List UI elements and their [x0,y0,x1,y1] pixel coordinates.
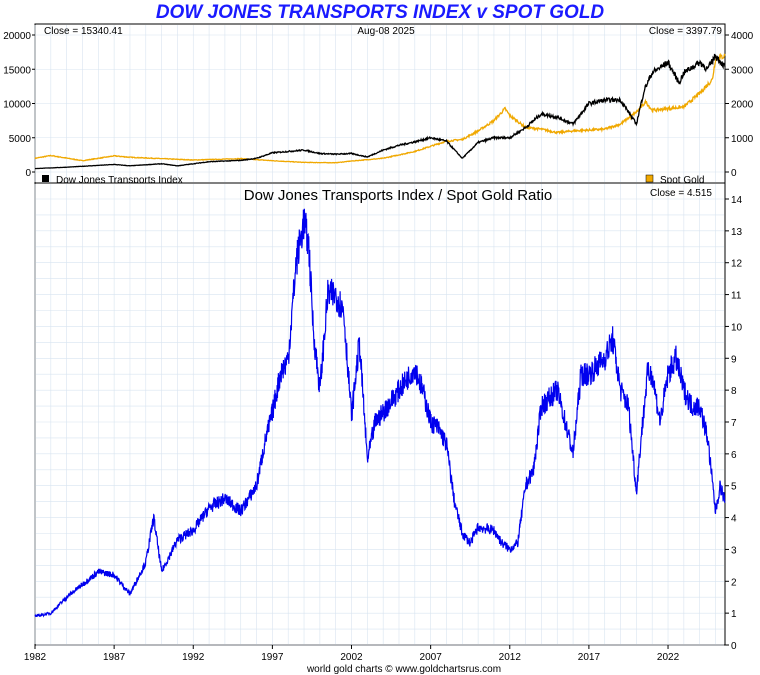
legend-transports-swatch [42,175,49,182]
ratio-tick-label: 5 [731,482,737,493]
ratio-tick-label: 11 [731,291,742,302]
left-tick-label: 20000 [3,31,31,42]
left-tick-label: 15000 [3,65,31,76]
gold-series-line [34,52,726,164]
ratio-tick-label: 1 [731,609,737,620]
ratio-tick-label: 14 [731,195,743,206]
ratio-tick-label: 3 [731,545,737,556]
ratio-tick-label: 9 [731,354,737,365]
ratio-title: Dow Jones Transports Index / Spot Gold R… [244,187,553,204]
ratio-tick-label: 2 [731,577,737,588]
right-tick-label: 1000 [731,134,754,145]
right-tick-label: 0 [731,168,737,179]
x-tick-label: 1992 [182,652,205,663]
x-tick-label: 1982 [24,652,47,663]
ratio-tick-label: 13 [731,227,743,238]
date-label: Aug-08 2025 [357,26,415,37]
legend-transports-label: Dow Jones Transports Index [56,175,183,186]
right-tick-label: 3000 [731,65,754,76]
ratio-tick-label: 7 [731,418,737,429]
footer-credit: world gold charts © www.goldchartsrus.co… [306,664,501,675]
bottom-panel-grid [34,184,724,646]
top-panel-grid [34,25,724,182]
axis-ticks: 2000015000100005000040003000200010000141… [3,31,753,663]
left-tick-label: 5000 [9,134,32,145]
ratio-close-label: Close = 4.515 [650,188,712,199]
legend-gold-label: Spot Gold [660,175,704,186]
top-panel-lines [34,52,726,170]
left-tick-label: 0 [25,168,31,179]
x-tick-label: 1997 [261,652,284,663]
ratio-tick-label: 10 [731,322,743,333]
x-tick-label: 2017 [578,652,601,663]
close-right-label: Close = 3397.79 [649,26,723,37]
legend-gold-swatch [645,174,654,183]
x-tick-label: 2012 [499,652,522,663]
x-tick-label: 1987 [103,652,126,663]
right-tick-label: 4000 [731,31,754,42]
bottom-panel-lines [34,208,726,618]
chart-title: DOW JONES TRANSPORTS INDEX v SPOT GOLD [155,2,605,23]
ratio-tick-label: 4 [731,514,737,525]
ratio-series-line [34,208,726,618]
ratio-tick-label: 12 [731,259,743,270]
ratio-tick-label: 6 [731,450,737,461]
right-tick-label: 2000 [731,100,754,111]
x-tick-label: 2007 [420,652,443,663]
x-tick-label: 2022 [657,652,680,663]
close-left-label: Close = 15340.41 [44,26,123,37]
left-tick-label: 10000 [3,100,31,111]
x-tick-label: 2002 [340,652,363,663]
ratio-tick-label: 8 [731,386,737,397]
transports-series-line [34,53,726,170]
ratio-tick-label: 0 [731,641,737,652]
